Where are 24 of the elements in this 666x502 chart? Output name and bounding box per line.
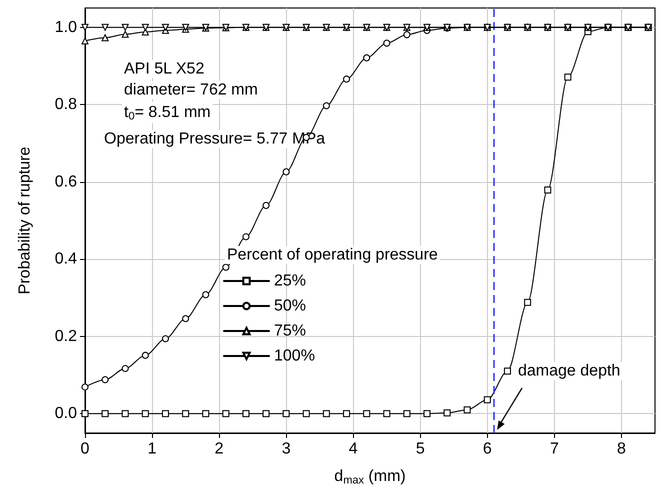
x-tick-label: 5 [416, 440, 425, 458]
x-tick-label: 8 [617, 440, 626, 458]
x-tick-label: 4 [348, 440, 358, 458]
annotation: diameter= 762 mm [124, 82, 258, 98]
legend-label: 100% [274, 348, 315, 364]
legend-label: 75% [274, 322, 306, 340]
y-tick-label: 1.0 [54, 18, 78, 36]
y-axis-title: Probability of rupture [16, 146, 34, 294]
x-tick-label: 7 [550, 440, 559, 458]
y-tick-label: 0.8 [54, 96, 78, 114]
x-tick-label: 3 [282, 440, 291, 458]
y-tick-label: 0.0 [54, 405, 78, 422]
legend-label: 25% [274, 272, 306, 290]
x-tick-label: 1 [148, 440, 157, 458]
legend-label: 50% [274, 298, 306, 314]
annotation: damage depth [518, 362, 620, 380]
y-tick-label: 0.2 [54, 328, 78, 345]
legend-title: Percent of operating pressure [227, 246, 438, 264]
x-tick-label: 0 [80, 440, 90, 458]
y-tick-label: 0.6 [54, 173, 78, 190]
annotation: API 5L X52 [124, 60, 204, 78]
x-tick-label: 6 [482, 440, 492, 458]
y-tick-label: 0.4 [54, 250, 78, 268]
x-tick-label: 2 [214, 440, 224, 458]
